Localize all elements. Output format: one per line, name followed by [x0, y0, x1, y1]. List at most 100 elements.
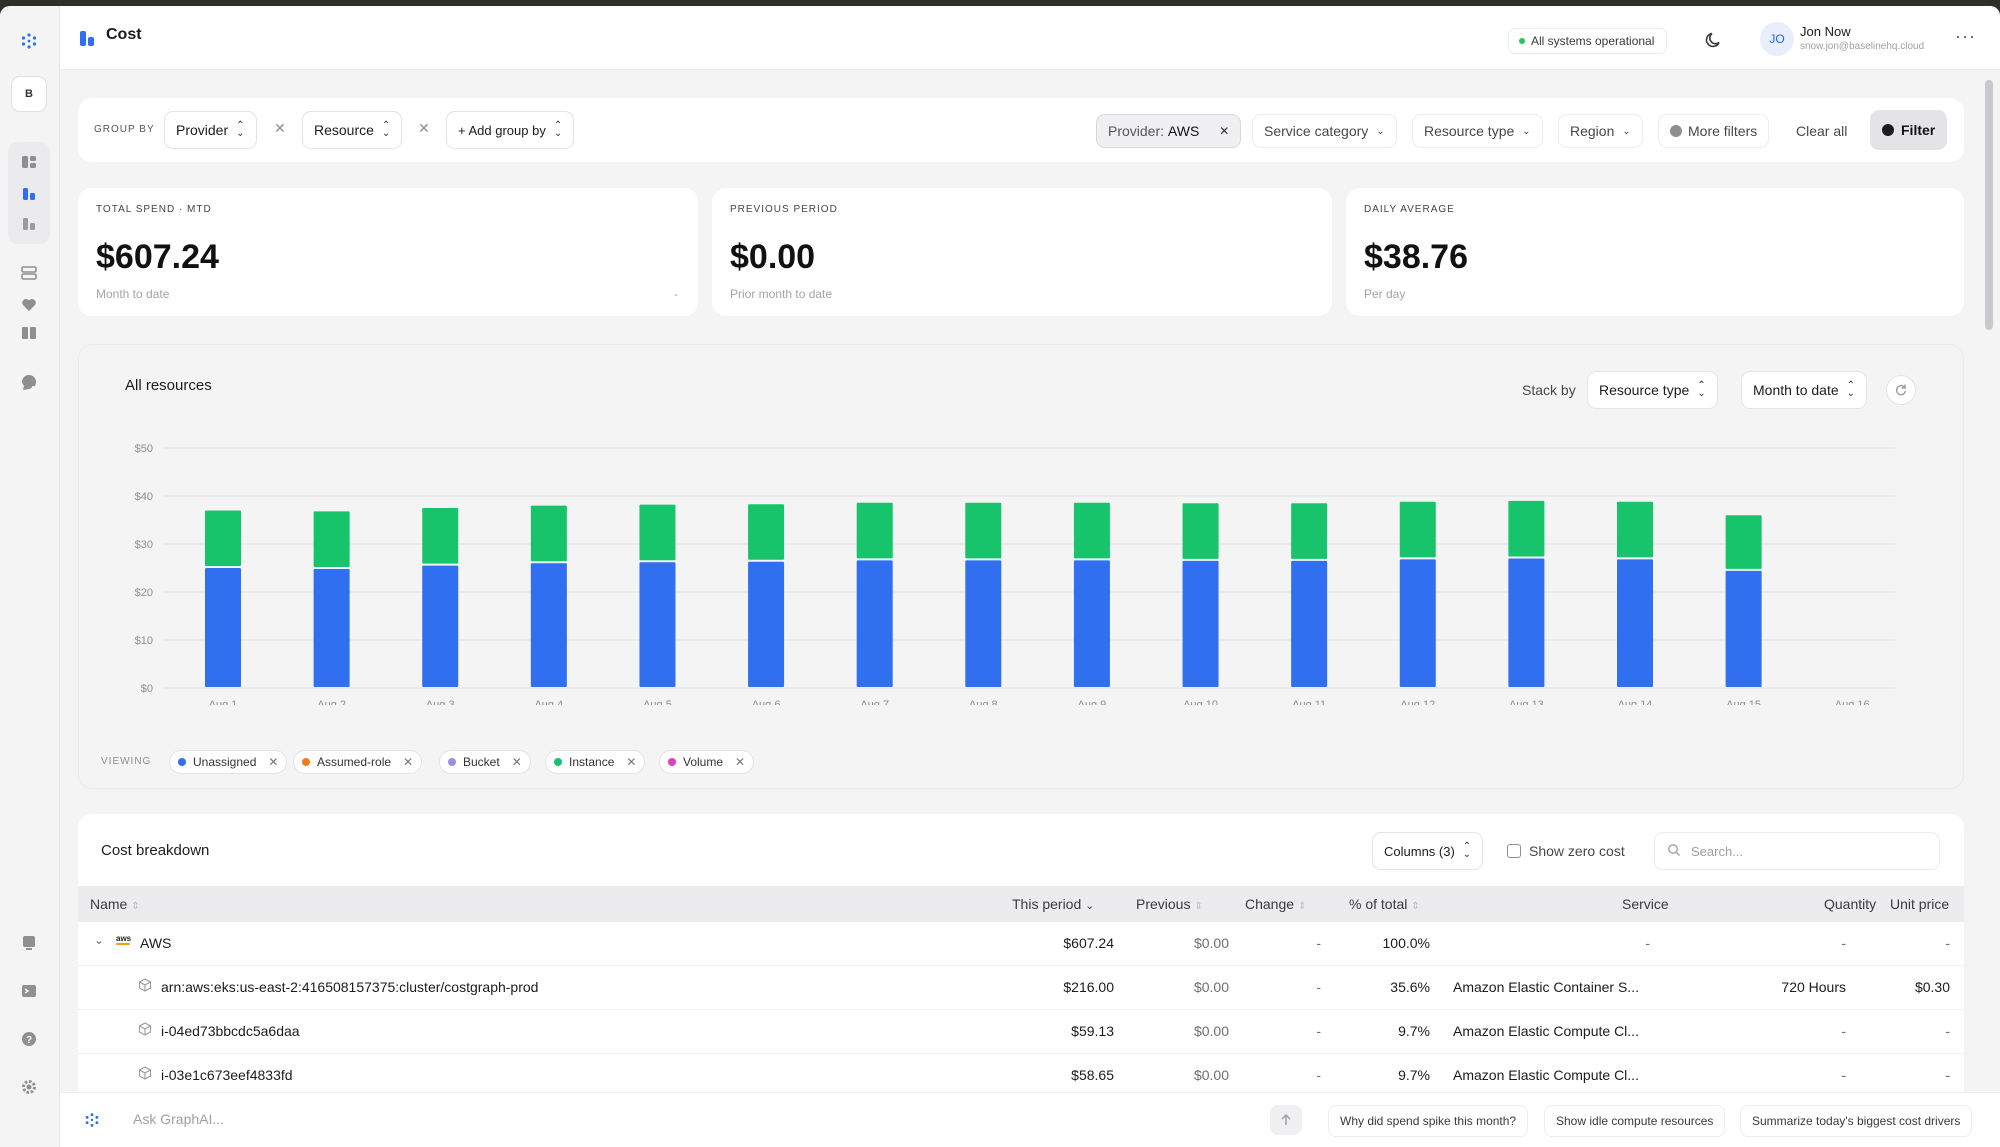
suggestion-chip[interactable]: Summarize today's biggest cost drivers	[1740, 1105, 1973, 1137]
bar-instance	[1617, 501, 1654, 558]
remove-legend-icon[interactable]: ✕	[735, 755, 746, 769]
col-quantity[interactable]: Quantity	[1824, 896, 1877, 912]
stack-by-value: Resource type	[1599, 382, 1690, 398]
page-title: Cost	[106, 26, 142, 43]
table-row[interactable]: arn:aws:eks:us-east-2:416508157375:clust…	[78, 966, 1964, 1010]
more-options-icon[interactable]: ···	[1955, 26, 1976, 46]
search-input[interactable]: Search...	[1654, 832, 1940, 870]
columns-select[interactable]: Columns (3) ⌃ ⌄	[1372, 832, 1484, 870]
filter-icon	[1882, 124, 1894, 136]
remove-legend-icon[interactable]: ✕	[511, 755, 522, 769]
table-row[interactable]: i-04ed73bbcdc5a6daa $59.13 $0.00 - 9.7% …	[78, 1010, 1964, 1054]
x-tick-label: Aug 8	[969, 699, 998, 705]
sort-icon: ⇕	[1297, 901, 1307, 912]
user-menu[interactable]: JO Jon Now snow.jon@baselinehq.cloud	[1760, 22, 2000, 56]
cost-page-icon	[78, 30, 96, 53]
legend-dot	[554, 758, 562, 766]
legend-chip-volume[interactable]: Volume ✕	[659, 750, 755, 774]
add-group-by-button[interactable]: + Add group by ⌃ ⌄	[446, 111, 575, 149]
resource-type-dropdown[interactable]: Resource type ⌄	[1412, 114, 1543, 148]
date-range-select[interactable]: Month to date ⌃ ⌄	[1741, 371, 1868, 409]
billing-icon[interactable]	[14, 928, 44, 958]
remove-provider-group-icon[interactable]: ✕	[274, 120, 286, 136]
region-dropdown[interactable]: Region ⌄	[1558, 114, 1643, 148]
filter-bar: GROUP BY Provider ⌃ ⌄ ✕ Resource ⌃ ⌄ ✕ + Add…	[78, 98, 1964, 162]
send-arrow-icon[interactable]	[1270, 1105, 1302, 1135]
page-scrollbar[interactable]	[1984, 74, 1994, 1074]
row-name: i-04ed73bbcdc5a6daa	[161, 1023, 300, 1039]
remove-legend-icon[interactable]: ✕	[626, 755, 637, 769]
docs-icon[interactable]	[14, 318, 44, 348]
row-this-period: $216.00	[1063, 979, 1114, 995]
ask-input[interactable]: Ask GraphAI...	[133, 1111, 225, 1127]
service-category-dropdown[interactable]: Service category ⌄	[1252, 114, 1397, 148]
avatar: JO	[1760, 22, 1794, 56]
kpi-subtitle: Per day	[1364, 287, 1406, 301]
col-unit-price[interactable]: Unit price	[1890, 896, 1950, 912]
reports-icon[interactable]	[14, 210, 44, 240]
row-previous: $0.00	[1193, 935, 1229, 951]
row-change: -	[1316, 935, 1321, 951]
refresh-icon[interactable]	[1886, 375, 1916, 405]
dashboard-icon[interactable]	[14, 148, 44, 178]
system-status-badge[interactable]: All systems operational	[1508, 28, 1668, 54]
kpi-previous-period: PREVIOUS PERIOD $0.00 Prior month to dat…	[712, 188, 1332, 316]
row-quantity: -	[1841, 935, 1846, 951]
bar-unassigned	[313, 569, 350, 687]
legend-chip-assumed-role[interactable]: Assumed-role ✕	[293, 750, 423, 774]
bar-instance	[1073, 502, 1110, 559]
row-quantity: 720 Hours	[1781, 979, 1846, 995]
group-by-resource-label: Resource	[314, 122, 374, 138]
bar-unassigned	[1725, 570, 1762, 687]
workspace-badge[interactable]: B	[11, 76, 47, 112]
provider-filter-chip[interactable]: Provider: AWS ✕	[1096, 114, 1242, 148]
group-by-resource-select[interactable]: Resource ⌃ ⌄	[302, 111, 403, 149]
more-filters-button[interactable]: More filters	[1658, 114, 1770, 148]
show-zero-cost-checkbox[interactable]	[1507, 844, 1521, 858]
legend-label: Assumed-role	[317, 755, 392, 769]
legend-chip-bucket[interactable]: Bucket ✕	[439, 750, 531, 774]
filter-button[interactable]: Filter	[1870, 110, 1948, 150]
cost-icon[interactable]	[14, 180, 44, 210]
col-service[interactable]: Service	[1622, 896, 1669, 912]
col-this-period[interactable]: This period ⌄	[1012, 896, 1094, 912]
remove-legend-icon[interactable]: ✕	[268, 755, 279, 769]
col-this-period-label: This period	[1012, 896, 1082, 912]
x-tick-label: Aug 14	[1618, 699, 1653, 705]
bar-instance	[1725, 515, 1762, 569]
col-change[interactable]: Change ⇕	[1245, 896, 1306, 912]
app-logo-icon[interactable]	[14, 26, 44, 56]
remove-resource-group-icon[interactable]: ✕	[418, 120, 430, 136]
suggestion-chip[interactable]: Show idle compute resources	[1544, 1105, 1726, 1137]
table-row[interactable]: ⌄ aws AWS $607.24 $0.00 - 100.0% - - -	[78, 922, 1964, 966]
chat-add-icon[interactable]	[14, 368, 44, 398]
remove-legend-icon[interactable]: ✕	[403, 755, 414, 769]
terminal-icon[interactable]	[14, 976, 44, 1006]
col-previous[interactable]: Previous ⇕	[1136, 896, 1203, 912]
col-name[interactable]: Name ⇕	[90, 896, 140, 912]
health-icon[interactable]	[14, 290, 44, 320]
kpi-label: PREVIOUS PERIOD	[730, 204, 838, 215]
clear-all-button[interactable]: Clear all	[1796, 123, 1848, 139]
updown-chevron-icon: ⌃ ⌄	[1846, 380, 1856, 399]
settings-gear-icon[interactable]	[14, 1072, 44, 1102]
row-change: -	[1316, 1023, 1321, 1039]
col-pct-total[interactable]: % of total ⇕	[1349, 896, 1420, 912]
stack-by-label: Stack by	[1522, 382, 1576, 398]
legend-chip-unassigned[interactable]: Unassigned ✕	[169, 750, 288, 774]
suggestion-chip[interactable]: Why did spend spike this month?	[1328, 1105, 1529, 1137]
resources-icon[interactable]	[14, 258, 44, 288]
bar-instance	[1508, 500, 1545, 557]
remove-provider-filter-icon[interactable]: ✕	[1219, 124, 1230, 138]
legend-chip-instance[interactable]: Instance ✕	[545, 750, 646, 774]
dark-mode-moon-icon[interactable]	[1704, 30, 1724, 55]
group-by-provider-select[interactable]: Provider ⌃ ⌄	[164, 111, 257, 149]
provider-filter-value: AWS	[1167, 123, 1200, 139]
help-icon[interactable]: ?	[14, 1024, 44, 1054]
collapse-chevron-icon[interactable]: ⌄	[94, 933, 105, 947]
sort-icon: ⇕	[1411, 901, 1420, 912]
bar-instance	[748, 504, 785, 560]
scrollbar-thumb[interactable]	[1985, 80, 1993, 330]
stack-by-select[interactable]: Resource type ⌃ ⌄	[1587, 371, 1718, 409]
filter-button-label: Filter	[1901, 122, 1936, 138]
